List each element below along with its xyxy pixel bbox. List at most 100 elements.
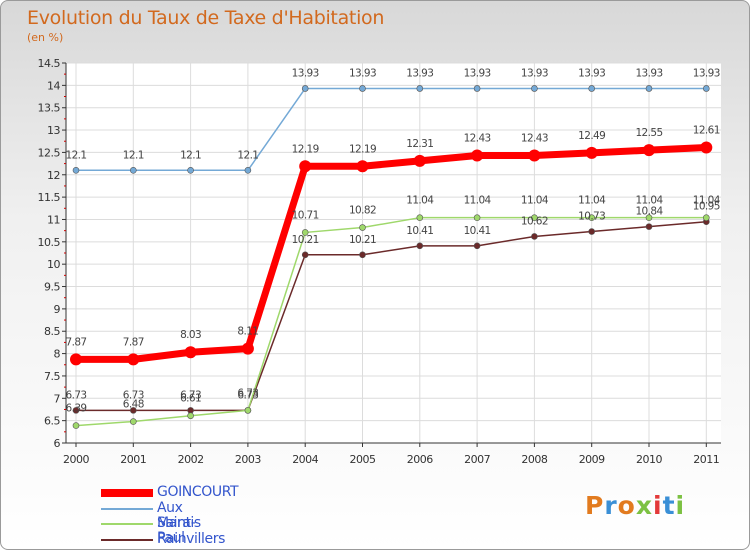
data-label-saint-paul: 11.04 xyxy=(693,195,721,207)
data-point-goincourt xyxy=(528,149,541,162)
x-tick-label: 2004 xyxy=(292,453,318,466)
data-point-saint-paul xyxy=(645,214,653,221)
data-label-aux-marais: 13.93 xyxy=(578,67,605,79)
data-point-aux-marais xyxy=(531,85,538,92)
data-label-rainvillers: 6.73 xyxy=(123,389,144,401)
data-label-saint-paul: 11.04 xyxy=(578,195,606,207)
y-tick-label: 6 xyxy=(54,437,61,450)
data-point-goincourt xyxy=(127,353,140,366)
x-tick-label: 2006 xyxy=(407,453,433,466)
data-label-aux-marais: 12.1 xyxy=(66,149,87,161)
y-axis-unit-label: (en %) xyxy=(27,31,64,44)
data-point-aux-marais xyxy=(588,85,596,92)
x-tick-label: 2003 xyxy=(235,453,261,466)
data-point-aux-marais xyxy=(359,85,366,92)
data-label-goincourt: 12.43 xyxy=(521,133,548,145)
y-tick-label: 7.5 xyxy=(44,370,60,383)
data-point-saint-paul xyxy=(473,214,481,221)
data-point-rainvillers xyxy=(72,407,80,414)
data-label-saint-paul: 11.04 xyxy=(521,195,549,207)
x-tick-label: 2007 xyxy=(464,453,490,466)
data-label-aux-marais: 12.1 xyxy=(237,149,258,161)
data-point-saint-paul xyxy=(359,224,366,231)
data-label-rainvillers: 10.73 xyxy=(578,211,605,223)
data-point-saint-paul xyxy=(588,214,596,221)
data-label-aux-marais: 13.93 xyxy=(292,67,319,79)
data-label-aux-marais: 13.93 xyxy=(349,67,376,79)
data-point-aux-marais xyxy=(130,166,137,174)
series-line-saint-paul xyxy=(75,216,708,427)
data-point-saint-paul xyxy=(244,407,252,414)
data-point-aux-marais xyxy=(187,166,194,174)
data-point-goincourt xyxy=(299,160,312,173)
data-label-rainvillers: 10.21 xyxy=(292,234,319,246)
logo-letter: i xyxy=(675,491,686,520)
logo-letter: o xyxy=(617,491,636,520)
x-tick-label: 2005 xyxy=(350,453,376,466)
data-label-goincourt: 7.87 xyxy=(123,336,144,348)
y-tick-label: 11 xyxy=(47,213,60,226)
data-label-aux-marais: 13.93 xyxy=(693,67,720,79)
data-label-rainvillers: 10.84 xyxy=(635,206,663,218)
data-point-goincourt xyxy=(643,144,655,157)
y-tick-label: 11.5 xyxy=(38,191,61,204)
series-line-goincourt xyxy=(72,143,710,363)
data-point-saint-paul xyxy=(130,418,137,425)
data-label-aux-marais: 12.1 xyxy=(123,149,144,161)
chart-title: Evolution du Taux de Taxe d'Habitation xyxy=(27,7,385,29)
data-point-aux-marais xyxy=(473,85,481,92)
data-point-saint-paul xyxy=(416,214,424,221)
legend-label-rainvillers: Rainvillers xyxy=(157,530,225,547)
y-tick-label: 12 xyxy=(47,169,60,182)
data-point-rainvillers xyxy=(531,233,538,240)
x-tick-label: 2009 xyxy=(579,453,605,466)
data-point-aux-marais xyxy=(72,166,80,174)
data-point-rainvillers xyxy=(130,407,137,414)
data-label-rainvillers: 10.95 xyxy=(693,201,720,213)
data-label-rainvillers: 6.73 xyxy=(66,389,87,401)
data-point-saint-paul xyxy=(72,422,80,429)
data-point-saint-paul xyxy=(187,412,194,420)
y-tick-label: 14 xyxy=(47,79,60,92)
legend-label-saint-paul: Saint-Paul xyxy=(157,515,196,546)
data-point-saint-paul xyxy=(301,229,309,236)
data-label-goincourt: 8.11 xyxy=(237,326,258,338)
y-tick-label: 8.5 xyxy=(44,325,60,338)
data-point-rainvillers xyxy=(359,251,366,259)
data-point-aux-marais xyxy=(301,85,309,92)
data-label-goincourt: 12.43 xyxy=(464,133,491,145)
legend-label-aux-marais: Aux Marais xyxy=(157,499,201,531)
y-tick-label: 10 xyxy=(47,258,60,271)
x-tick-label: 2010 xyxy=(636,453,662,466)
legend-swatch-aux-marais xyxy=(101,507,153,510)
proxiti-logo: Proxiti xyxy=(585,491,685,520)
data-label-goincourt: 12.61 xyxy=(693,124,720,136)
series-line-rainvillers xyxy=(75,220,708,412)
legend-swatch-goincourt xyxy=(101,489,153,497)
data-label-rainvillers: 10.21 xyxy=(349,234,376,246)
data-point-goincourt xyxy=(585,146,598,159)
data-label-goincourt: 12.49 xyxy=(578,130,605,142)
logo-letter: x xyxy=(635,491,653,520)
data-label-saint-paul: 11.04 xyxy=(635,195,663,207)
data-label-saint-paul: 10.71 xyxy=(292,209,319,221)
y-tick-label: 6.5 xyxy=(44,415,60,428)
legend-swatch-saint-paul xyxy=(101,523,153,525)
data-point-rainvillers xyxy=(301,251,309,259)
data-point-aux-marais xyxy=(244,166,252,174)
data-label-rainvillers: 6.73 xyxy=(237,389,258,401)
data-label-aux-marais: 13.93 xyxy=(464,67,491,79)
data-label-aux-marais: 13.93 xyxy=(406,67,433,79)
data-label-goincourt: 8.03 xyxy=(180,329,201,341)
x-tick-label: 2011 xyxy=(693,453,719,466)
data-point-goincourt xyxy=(241,342,254,355)
logo-letter: r xyxy=(604,491,618,520)
data-point-goincourt xyxy=(356,160,369,173)
data-label-aux-marais: 12.1 xyxy=(180,149,201,161)
data-label-goincourt: 7.87 xyxy=(66,336,87,348)
y-tick-label: 13 xyxy=(47,124,60,137)
legend-swatch-rainvillers xyxy=(101,538,153,541)
plot-area xyxy=(66,63,721,443)
